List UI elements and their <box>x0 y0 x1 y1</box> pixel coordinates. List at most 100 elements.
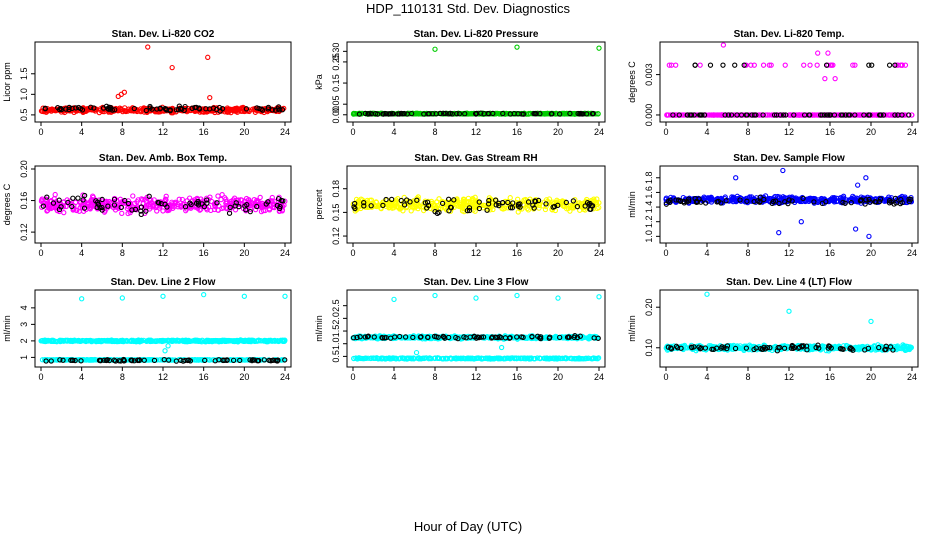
x-tick-label: 24 <box>907 372 917 382</box>
data-point <box>179 196 186 203</box>
x-tick-label: 12 <box>471 372 481 382</box>
data-point <box>791 112 797 118</box>
data-point <box>214 200 220 206</box>
data-point <box>794 112 800 118</box>
data-point <box>198 206 204 212</box>
x-tick-label: 16 <box>512 248 522 258</box>
data-point <box>492 197 499 203</box>
data-point <box>577 110 583 117</box>
x-tick-label: 8 <box>120 372 125 382</box>
data-point <box>561 203 567 210</box>
data-point <box>766 62 773 68</box>
data-point <box>728 112 735 118</box>
data-point <box>394 204 401 210</box>
plot-frame <box>659 41 919 123</box>
data-point <box>498 344 505 351</box>
data-point <box>798 219 804 225</box>
x-tick-label: 24 <box>594 127 604 137</box>
data-point <box>850 62 856 68</box>
data-point <box>542 111 548 117</box>
y-tick-label: 0.30 <box>331 43 341 61</box>
data-point <box>833 112 839 118</box>
data-point <box>460 200 466 206</box>
data-point <box>446 208 452 214</box>
x-tick-label: 12 <box>784 248 794 258</box>
data-point <box>720 62 726 68</box>
data-point <box>77 106 84 112</box>
data-point <box>219 192 225 198</box>
x-tick-label: 8 <box>745 127 750 137</box>
data-point <box>733 175 739 181</box>
data-point <box>852 62 858 68</box>
x-tick-label: 16 <box>199 127 209 137</box>
data-point <box>241 293 247 299</box>
data-point <box>748 62 754 68</box>
data-point <box>493 202 499 208</box>
panel-title: Stan. Dev. Line 3 Flow <box>424 277 529 288</box>
data-point <box>783 112 789 118</box>
data-point <box>119 295 125 301</box>
y-tick-label: 2.0 <box>331 312 341 325</box>
x-tick-label: 20 <box>239 248 249 258</box>
y-axis-label: ml/min <box>314 315 324 342</box>
data-point <box>81 205 88 211</box>
data-point <box>515 201 522 207</box>
data-point <box>751 62 757 68</box>
data-point <box>500 110 506 117</box>
x-tick-label: 16 <box>512 127 522 137</box>
y-tick-label: 0.5 <box>331 350 341 363</box>
data-point <box>61 209 67 216</box>
x-tick-label: 20 <box>239 372 249 382</box>
data-point <box>99 204 105 211</box>
data-point <box>446 111 452 117</box>
data-point <box>75 195 81 201</box>
data-point <box>466 205 473 211</box>
x-tick-label: 4 <box>704 248 709 258</box>
panel-title: Stan. Dev. Line 2 Flow <box>111 277 216 288</box>
x-tick-label: 4 <box>79 372 84 382</box>
data-point <box>121 89 128 95</box>
x-tick-label: 0 <box>350 127 355 137</box>
data-point <box>170 205 176 211</box>
data-point <box>692 62 698 68</box>
data-point <box>777 112 784 118</box>
data-point <box>383 111 390 117</box>
data-point <box>204 200 210 206</box>
data-point <box>274 202 281 209</box>
y-tick-label: 1 <box>19 355 29 360</box>
data-point <box>265 199 271 205</box>
data-point <box>201 292 207 298</box>
data-point <box>540 111 546 117</box>
y-axis-label: degrees C <box>627 61 637 103</box>
data-point <box>89 202 95 209</box>
x-tick-label: 12 <box>158 372 168 382</box>
data-point <box>463 199 470 205</box>
data-point <box>815 50 821 56</box>
data-point <box>247 206 254 212</box>
x-tick-label: 4 <box>391 372 396 382</box>
data-point <box>73 207 79 213</box>
data-point <box>220 205 227 211</box>
data-point <box>367 110 373 117</box>
data-point <box>473 111 479 117</box>
y-tick-label: 2.5 <box>331 299 341 312</box>
y-tick-label: 0.5 <box>19 109 29 122</box>
data-point <box>807 62 813 68</box>
y-tick-label: 1.0 <box>644 230 654 243</box>
data-point <box>129 207 135 213</box>
x-tick-label: 8 <box>120 248 125 258</box>
panel-3: Stan. Dev. Li-820 Temp.degrees C0 4 8 12 16 2… <box>627 29 919 137</box>
data-point <box>456 111 463 117</box>
data-point <box>256 105 262 112</box>
panel-title: Stan. Dev. Sample Flow <box>733 153 845 164</box>
data-point <box>801 62 807 68</box>
x-tick-label: 8 <box>432 127 437 137</box>
x-tick-label: 24 <box>280 248 290 258</box>
plot-frame <box>659 289 919 368</box>
data-point <box>246 107 252 113</box>
data-point <box>451 197 457 203</box>
data-point <box>383 196 389 203</box>
x-tick-label: 0 <box>663 127 668 137</box>
